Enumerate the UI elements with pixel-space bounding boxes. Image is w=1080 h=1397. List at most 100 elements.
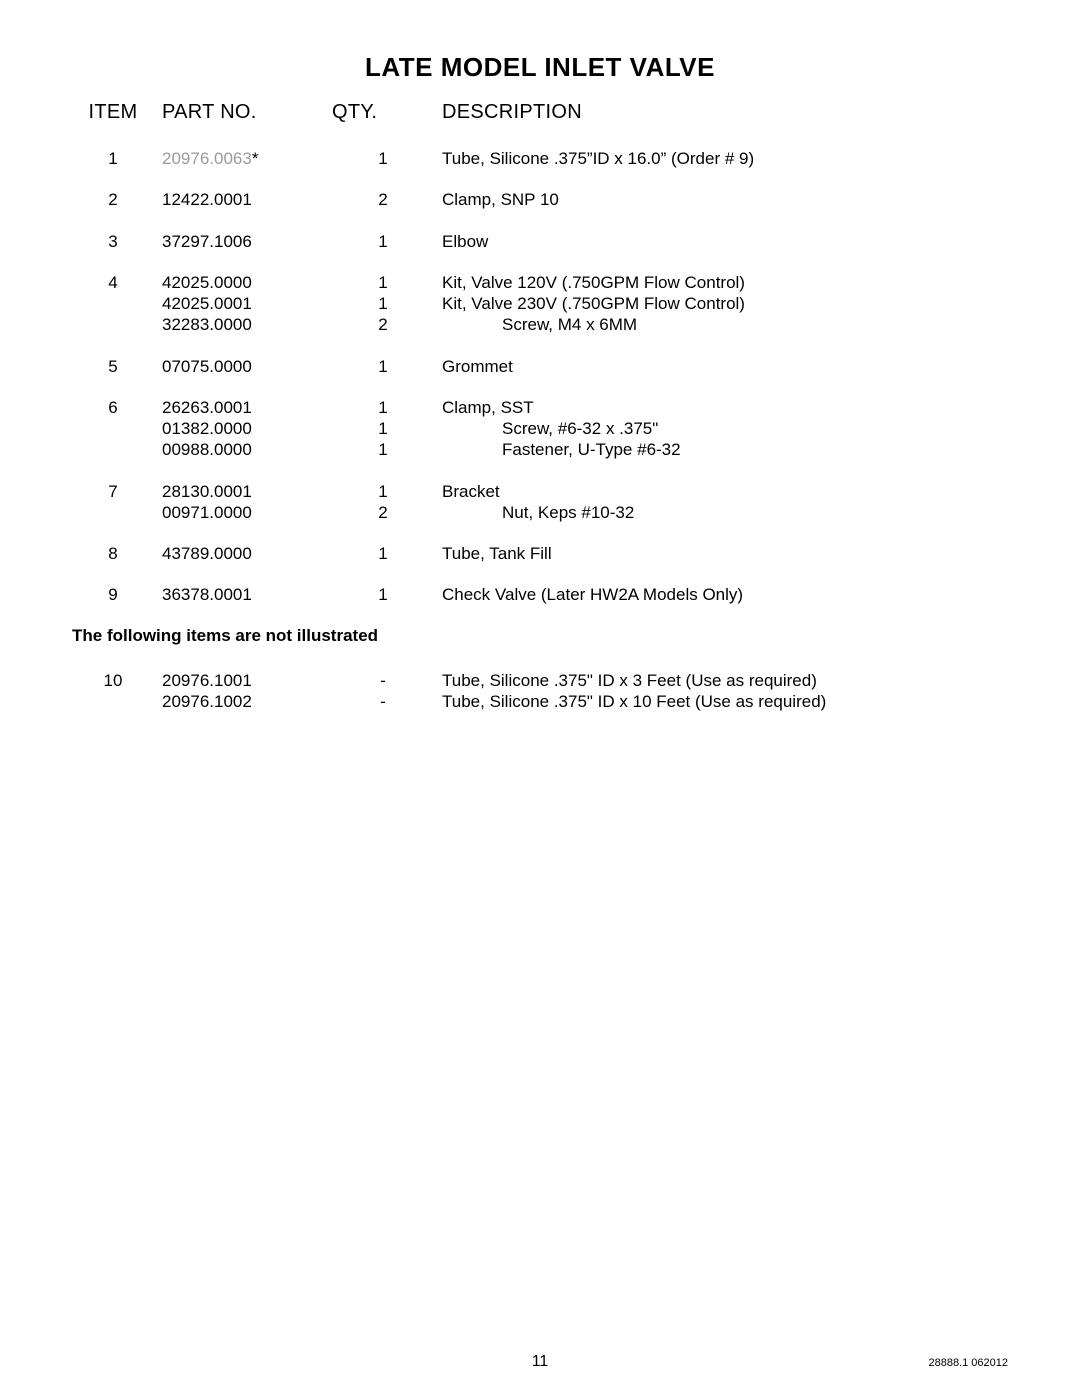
qty-value: 1	[332, 418, 434, 439]
cell-qty: --	[332, 660, 442, 723]
table-row: 626263.000101382.000000988.0000111Clamp,…	[72, 387, 1008, 471]
description-text: Kit, Valve 120V (.750GPM Flow Control)	[442, 272, 1000, 293]
cell-item: 2	[72, 179, 162, 220]
description-text: Tube, Tank Fill	[442, 543, 1000, 564]
cell-item: 7	[72, 471, 162, 534]
qty-value: 1	[332, 148, 434, 169]
cell-item: 5	[72, 346, 162, 387]
part-number: 20976.0063*	[162, 148, 324, 169]
cell-desc: Clamp, SNP 10	[442, 179, 1008, 220]
table-row: 728130.000100971.000012BracketNut, Keps …	[72, 471, 1008, 534]
cell-item: 1	[72, 138, 162, 179]
qty-value: 2	[332, 502, 434, 523]
description-text: Screw, M4 x 6MM	[442, 314, 1000, 335]
cell-part: 36378.0001	[162, 574, 332, 615]
cell-desc: Grommet	[442, 346, 1008, 387]
parts-table: ITEM PART NO. QTY. DESCRIPTION 120976.00…	[72, 101, 1008, 616]
table-row: 843789.0000 1 Tube, Tank Fill	[72, 533, 1008, 574]
description-text: Bracket	[442, 481, 1000, 502]
cell-desc: Tube, Silicone .375”ID x 16.0” (Order # …	[442, 138, 1008, 179]
table-row: 1020976.100120976.1002--Tube, Silicone .…	[72, 660, 1008, 723]
description-text: Fastener, U-Type #6-32	[442, 439, 1000, 460]
qty-value: 1	[332, 272, 434, 293]
description-text: Tube, Silicone .375" ID x 10 Feet (Use a…	[442, 691, 1000, 712]
cell-desc: Tube, Silicone .375" ID x 3 Feet (Use as…	[442, 660, 1008, 723]
table-row: 442025.000042025.000132283.0000112Kit, V…	[72, 262, 1008, 346]
description-text: Tube, Silicone .375" ID x 3 Feet (Use as…	[442, 670, 1000, 691]
part-number: 37297.1006	[162, 231, 324, 252]
header-desc: DESCRIPTION	[442, 101, 1008, 138]
part-number: 36378.0001	[162, 584, 324, 605]
cell-qty: 1	[332, 138, 442, 179]
parts-table-after-note: 1020976.100120976.1002--Tube, Silicone .…	[72, 660, 1008, 723]
description-text: Nut, Keps #10-32	[442, 502, 1000, 523]
part-number: 20976.1002	[162, 691, 324, 712]
part-number: 28130.0001	[162, 481, 324, 502]
cell-part: 26263.000101382.000000988.0000	[162, 387, 332, 471]
cell-qty: 1	[332, 533, 442, 574]
description-text: Grommet	[442, 356, 1000, 377]
table-row: 337297.1006 1 Elbow	[72, 221, 1008, 262]
cell-part: 12422.0001	[162, 179, 332, 220]
cell-qty: 1	[332, 574, 442, 615]
description-text: Clamp, SNP 10	[442, 189, 1000, 210]
part-number: 12422.0001	[162, 189, 324, 210]
description-text: Clamp, SST	[442, 397, 1000, 418]
part-number: 42025.0001	[162, 293, 324, 314]
cell-item: 9	[72, 574, 162, 615]
part-number: 42025.0000	[162, 272, 324, 293]
description-text: Kit, Valve 230V (.750GPM Flow Control)	[442, 293, 1000, 314]
qty-value: 2	[332, 189, 434, 210]
part-number: 00971.0000	[162, 502, 324, 523]
part-number: 32283.0000	[162, 314, 324, 335]
cell-part: 07075.0000	[162, 346, 332, 387]
header-item: ITEM	[72, 101, 162, 138]
cell-desc: Check Valve (Later HW2A Models Only)	[442, 574, 1008, 615]
qty-value: 1	[332, 231, 434, 252]
doc-reference: 28888.1 062012	[928, 1357, 1008, 1369]
cell-part: 37297.1006	[162, 221, 332, 262]
part-number: 01382.0000	[162, 418, 324, 439]
header-qty: QTY.	[332, 101, 442, 138]
cell-part: 20976.0063*	[162, 138, 332, 179]
part-number: 20976.1001	[162, 670, 324, 691]
qty-value: -	[332, 670, 434, 691]
cell-qty: 1	[332, 346, 442, 387]
cell-qty: 112	[332, 262, 442, 346]
cell-item: 6	[72, 387, 162, 471]
part-number: 07075.0000	[162, 356, 324, 377]
qty-value: 1	[332, 543, 434, 564]
description-text: Tube, Silicone .375”ID x 16.0” (Order # …	[442, 148, 1000, 169]
cell-part: 43789.0000	[162, 533, 332, 574]
qty-value: 1	[332, 397, 434, 418]
cell-qty: 2	[332, 179, 442, 220]
cell-part: 28130.000100971.0000	[162, 471, 332, 534]
table-row: 212422.00012Clamp, SNP 10	[72, 179, 1008, 220]
cell-qty: 1	[332, 221, 442, 262]
not-illustrated-note: The following items are not illustrated	[72, 616, 1008, 660]
cell-item: 4	[72, 262, 162, 346]
table-header-row: ITEM PART NO. QTY. DESCRIPTION	[72, 101, 1008, 138]
part-number: 00988.0000	[162, 439, 324, 460]
cell-item: 8	[72, 533, 162, 574]
cell-desc: BracketNut, Keps #10-32	[442, 471, 1008, 534]
part-number: 26263.0001	[162, 397, 324, 418]
cell-desc: Kit, Valve 120V (.750GPM Flow Control)Ki…	[442, 262, 1008, 346]
cell-qty: 111	[332, 387, 442, 471]
table-row: 507075.0000 1Grommet	[72, 346, 1008, 387]
cell-item: 3	[72, 221, 162, 262]
part-number: 43789.0000	[162, 543, 324, 564]
qty-value: 1	[332, 584, 434, 605]
page-container: LATE MODEL INLET VALVE ITEM PART NO. QTY…	[0, 0, 1080, 1397]
cell-part: 42025.000042025.000132283.0000	[162, 262, 332, 346]
qty-value: -	[332, 691, 434, 712]
qty-value: 2	[332, 314, 434, 335]
cell-part: 20976.100120976.1002	[162, 660, 332, 723]
description-text: Elbow	[442, 231, 1000, 252]
page-title: LATE MODEL INLET VALVE	[72, 52, 1008, 83]
qty-value: 1	[332, 481, 434, 502]
cell-desc: Clamp, SSTScrew, #6-32 x .375"Fastener, …	[442, 387, 1008, 471]
cell-desc: Elbow	[442, 221, 1008, 262]
description-text: Screw, #6-32 x .375"	[442, 418, 1000, 439]
cell-qty: 12	[332, 471, 442, 534]
